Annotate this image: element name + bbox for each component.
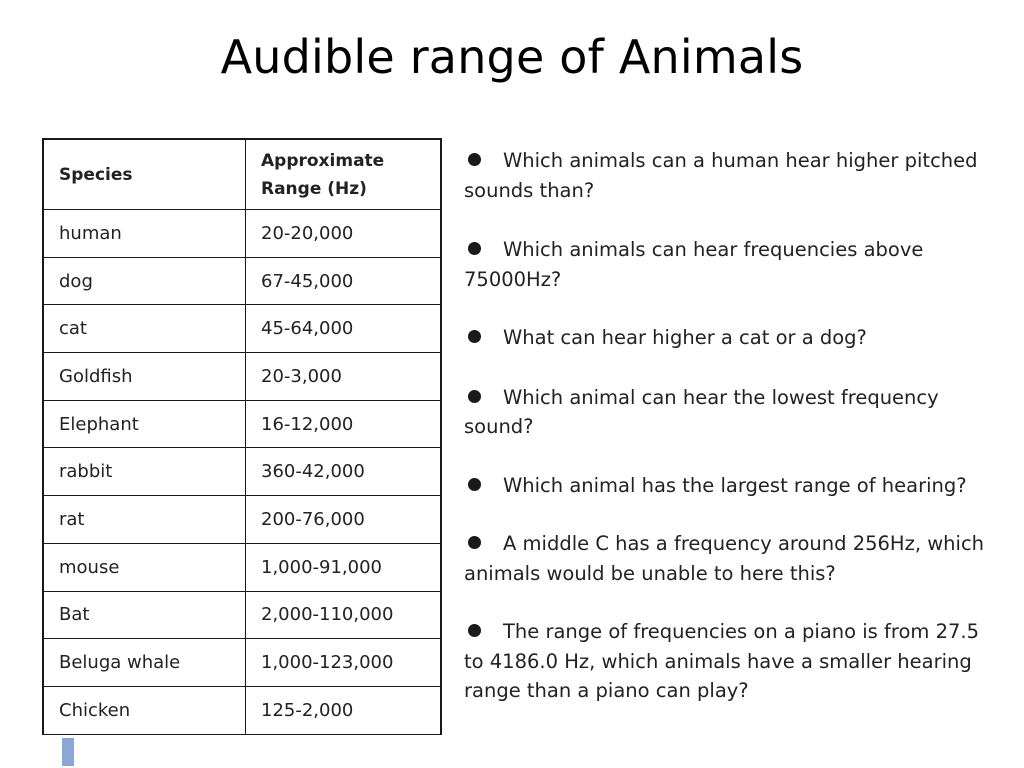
question-text: Which animals can hear frequencies above… (464, 238, 924, 291)
question-text: Which animal has the largest range of he… (503, 473, 967, 497)
bullet-icon (468, 624, 481, 637)
table-row: cat 45-64,000 (43, 304, 441, 354)
question-text: The range of frequencies on a piano is f… (464, 620, 980, 702)
species-cell: Chicken (43, 685, 246, 735)
question-text: Which animal can hear the lowest frequen… (464, 385, 939, 439)
bullet-icon (468, 330, 481, 343)
column-header-range-line1: Approximate (261, 150, 385, 171)
column-header-species: Species (43, 139, 246, 210)
bullet-icon (468, 242, 481, 255)
species-cell: Elephant (43, 399, 246, 449)
bullet-icon (468, 536, 481, 549)
species-cell: human (43, 209, 246, 258)
question-item: Which animals can hear frequencies above… (464, 235, 1004, 294)
table-header-row: Species Approximate Range (Hz) (43, 139, 441, 210)
question-text: Which animals can a human hear higher pi… (464, 149, 978, 202)
column-header-range-line2: Range (Hz) (261, 178, 367, 199)
question-item: The range of frequencies on a piano is f… (464, 617, 1004, 706)
bullet-icon (468, 477, 481, 491)
species-cell: Bat (43, 590, 246, 640)
question-text: What can hear higher a cat or a dog? (503, 326, 867, 349)
range-cell: 200-76,000 (245, 495, 441, 544)
range-cell: 16-12,000 (245, 399, 441, 449)
range-cell: 2,000-110,000 (245, 590, 441, 640)
species-cell: dog (43, 256, 246, 306)
species-cell: cat (43, 304, 246, 354)
species-cell: Beluga whale (43, 638, 246, 687)
table-row: Chicken 125-2,000 (43, 685, 441, 735)
species-cell: Goldfish (43, 352, 246, 401)
range-cell: 45-64,000 (245, 304, 441, 354)
table-row: rat 200-76,000 (43, 495, 441, 544)
table-row: Bat 2,000-110,000 (43, 590, 441, 640)
bullet-icon (468, 153, 481, 166)
range-cell: 1,000-123,000 (245, 638, 441, 687)
table-row: Beluga whale 1,000-123,000 (43, 638, 441, 687)
slide-marker (62, 738, 74, 766)
question-list: Which animals can a human hear higher pi… (464, 146, 1004, 706)
table-row: Elephant 16-12,000 (43, 399, 441, 449)
question-item: What can hear higher a cat or a dog? (464, 323, 1004, 353)
range-cell: 360-42,000 (245, 447, 441, 497)
table-row: mouse 1,000-91,000 (43, 542, 441, 592)
question-item: Which animal can hear the lowest frequen… (464, 383, 1004, 442)
species-cell: mouse (43, 542, 246, 592)
table-row: human 20-20,000 (43, 209, 441, 258)
bullet-icon (468, 389, 481, 403)
range-cell: 1,000-91,000 (245, 542, 441, 592)
table-row: Goldfish 20-3,000 (43, 352, 441, 401)
species-cell: rabbit (43, 447, 246, 497)
range-cell: 20-3,000 (245, 352, 441, 401)
range-cell: 125-2,000 (245, 685, 441, 735)
range-cell: 67-45,000 (245, 256, 441, 306)
table-row: rabbit 360-42,000 (43, 447, 441, 497)
range-cell: 20-20,000 (245, 209, 441, 258)
question-text: A middle C has a frequency around 256Hz,… (464, 532, 985, 585)
species-cell: rat (43, 495, 246, 544)
hearing-range-table: Species Approximate Range (Hz) human 20-… (42, 138, 442, 735)
question-item: A middle C has a frequency around 256Hz,… (464, 529, 1004, 588)
page-title: Audible range of Animals (220, 30, 804, 84)
question-item: Which animal has the largest range of he… (464, 471, 1004, 501)
column-header-range: Approximate Range (Hz) (245, 139, 441, 210)
question-item: Which animals can a human hear higher pi… (464, 146, 1004, 205)
table-row: dog 67-45,000 (43, 256, 441, 306)
